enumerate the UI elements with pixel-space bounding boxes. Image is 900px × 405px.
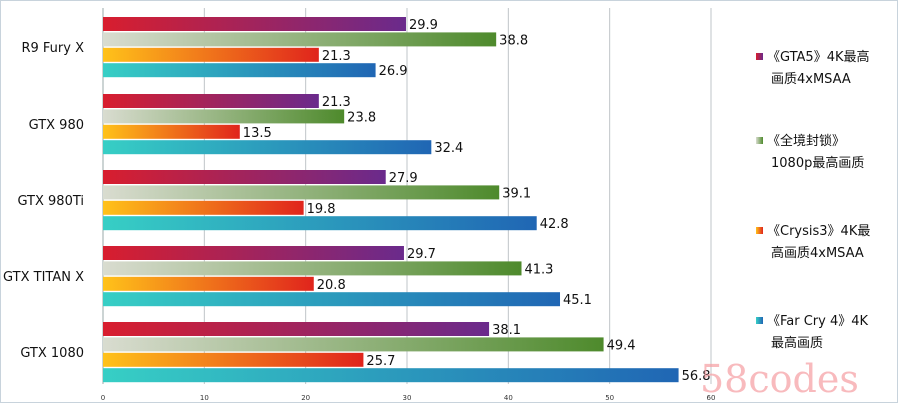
legend-swatch (756, 317, 763, 324)
bar (103, 63, 376, 78)
legend-label: 《GTA5》4K最高 (767, 49, 870, 65)
data-label: 21.3 (322, 95, 351, 110)
bar (103, 47, 319, 62)
data-label: 26.9 (379, 64, 408, 79)
category-label: GTX 1080 (20, 346, 84, 361)
data-label: 56.8 (682, 369, 711, 384)
data-label: 27.9 (389, 171, 418, 186)
x-tick-label: 40 (504, 394, 513, 402)
data-label: 32.4 (434, 141, 463, 156)
legend-label: 最高画质 (771, 335, 823, 351)
legend-label: 画质4xMSAA (771, 72, 851, 87)
category-label: R9 Fury X (21, 41, 84, 56)
x-tick-label: 50 (605, 394, 614, 402)
legend-swatch (756, 227, 763, 234)
data-label: 38.8 (499, 33, 528, 48)
legend-label: 高画质4xMSAA (771, 245, 864, 261)
x-tick-label: 20 (301, 394, 310, 402)
bar (103, 32, 497, 47)
bar (103, 322, 490, 336)
data-label: 41.3 (525, 262, 554, 277)
bar (103, 276, 314, 291)
bar (103, 124, 240, 139)
bar (103, 200, 304, 215)
data-label: 38.1 (492, 323, 521, 338)
bar (103, 17, 406, 31)
legend-label: 《全境封锁》 (767, 133, 845, 149)
data-label: 45.1 (563, 293, 592, 308)
bar (103, 140, 432, 155)
data-label: 19.8 (307, 202, 336, 217)
data-label: 23.8 (347, 110, 376, 125)
x-tick-label: 60 (707, 394, 716, 402)
bar (103, 352, 364, 367)
data-label: 39.1 (502, 186, 531, 201)
bar (103, 368, 679, 383)
data-label: 29.7 (407, 247, 436, 262)
data-label: 20.8 (317, 278, 346, 293)
data-label: 25.7 (366, 354, 395, 369)
x-tick-label: 10 (200, 394, 209, 402)
legend-swatch (756, 137, 763, 144)
bar (103, 185, 500, 200)
bar (103, 170, 386, 184)
bar (103, 261, 522, 276)
x-tick-label: 30 (403, 394, 412, 402)
bar (103, 292, 561, 307)
bar (103, 246, 404, 260)
legend-label: 1080p最高画质 (771, 155, 864, 171)
data-label: 13.5 (243, 126, 272, 141)
category-label: GTX TITAN X (3, 270, 84, 285)
category-label: GTX 980 (29, 118, 84, 133)
bar (103, 337, 604, 352)
data-label: 29.9 (409, 18, 438, 33)
legend-swatch (756, 53, 763, 60)
legend-label: 《Crysis3》4K最 (767, 224, 870, 239)
data-label: 21.3 (322, 49, 351, 64)
legend-label: 《Far Cry 4》4K (767, 314, 869, 329)
bar (103, 109, 345, 124)
watermark-text: 58codes (700, 357, 859, 401)
x-tick-label: 0 (101, 394, 105, 402)
data-label: 49.4 (607, 338, 636, 353)
data-label: 42.8 (540, 217, 569, 232)
bar (103, 216, 537, 231)
category-label: GTX 980Ti (17, 194, 84, 209)
bar (103, 94, 319, 108)
